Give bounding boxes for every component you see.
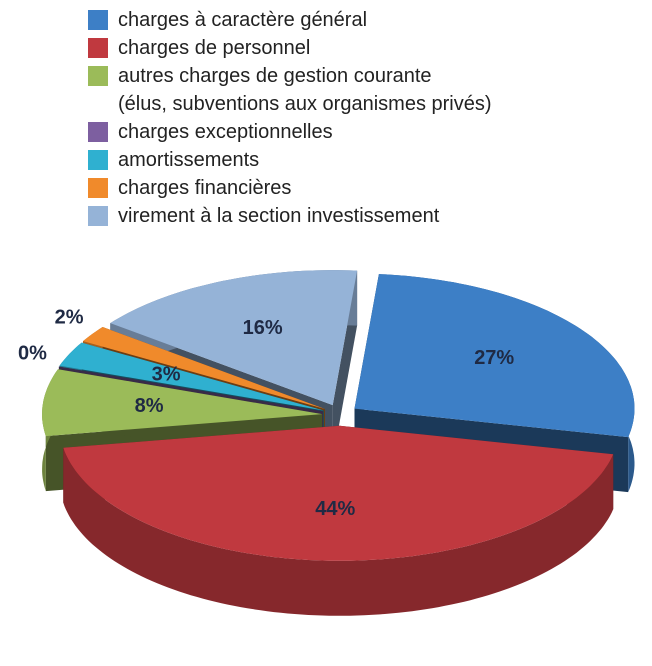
- legend-swatch: [88, 38, 108, 58]
- legend-label: charges à caractère général: [118, 9, 368, 31]
- data-label: 8%: [135, 395, 164, 417]
- data-label: 0%: [18, 342, 47, 364]
- legend-item: charges exceptionnelles: [88, 118, 492, 146]
- legend-label: autres charges de gestion courante (élus…: [118, 65, 492, 115]
- slice-top: [59, 342, 324, 411]
- slice-wall: [63, 447, 614, 616]
- legend: charges à caractère général charges de pe…: [88, 6, 492, 230]
- legend-swatch: [88, 206, 108, 226]
- data-label: 16%: [243, 317, 283, 339]
- data-label: 44%: [315, 498, 355, 520]
- data-label: 2%: [55, 307, 84, 329]
- legend-item: autres charges de gestion courante (élus…: [88, 62, 492, 118]
- legend-item: charges de personnel: [88, 34, 492, 62]
- legend-label: charges exceptionnelles: [118, 121, 333, 143]
- slice: [63, 425, 614, 616]
- slice-top: [354, 274, 635, 438]
- slice-top: [110, 270, 358, 406]
- legend-swatch: [88, 10, 108, 30]
- slice-top: [83, 327, 325, 409]
- legend-label: amortissements: [118, 149, 260, 171]
- legend-label: virement à la section investissement: [118, 205, 440, 227]
- legend-item: virement à la section investissement: [88, 202, 492, 230]
- legend-swatch: [88, 178, 108, 198]
- legend-item: charges financières: [88, 174, 492, 202]
- slice-top: [42, 369, 323, 437]
- data-label: 27%: [474, 347, 514, 369]
- legend-swatch: [88, 66, 108, 86]
- legend-label: charges financières: [118, 177, 292, 199]
- legend-swatch: [88, 122, 108, 142]
- slice-top: [63, 425, 614, 561]
- legend-item: charges à caractère général: [88, 6, 492, 34]
- legend-item: amortissements: [88, 146, 492, 174]
- legend-label: charges de personnel: [118, 37, 311, 59]
- legend-swatch: [88, 150, 108, 170]
- data-label: 3%: [152, 364, 181, 386]
